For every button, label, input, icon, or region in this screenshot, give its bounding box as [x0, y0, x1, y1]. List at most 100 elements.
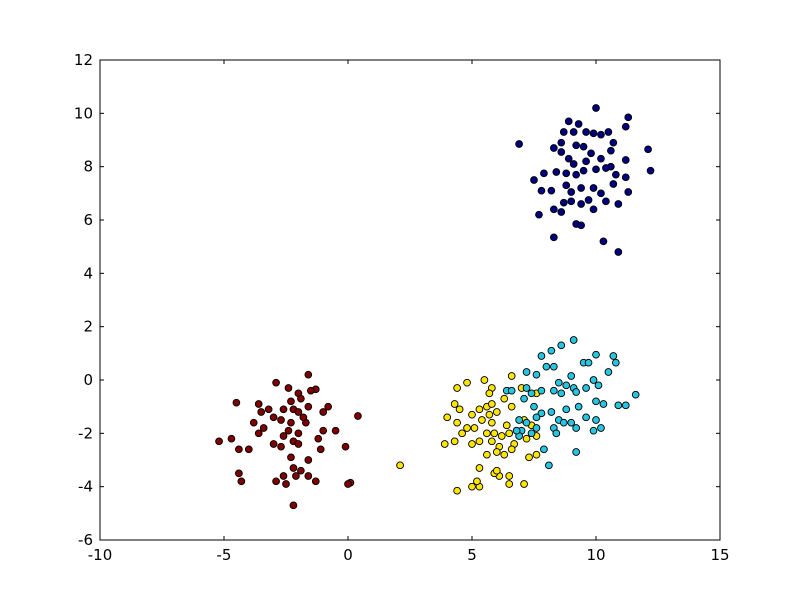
data-point: [572, 141, 581, 150]
data-point: [287, 453, 295, 462]
data-point: [264, 405, 273, 414]
data-point: [559, 198, 568, 207]
data-point: [272, 378, 280, 387]
data-point: [537, 386, 546, 395]
data-point: [525, 453, 533, 462]
data-point: [611, 170, 620, 179]
y-tick-label: -2: [78, 424, 93, 442]
data-point: [609, 180, 618, 188]
data-point: [592, 397, 600, 406]
data-point: [297, 394, 305, 403]
data-point: [562, 405, 571, 414]
data-point: [289, 501, 298, 510]
data-point: [237, 477, 246, 486]
data-point: [607, 146, 615, 155]
data-point: [458, 429, 466, 438]
data-point: [272, 477, 280, 486]
data-point: [515, 416, 523, 424]
data-point: [507, 402, 516, 411]
y-tick-label: -4: [78, 478, 93, 496]
data-point: [316, 445, 325, 454]
data-point: [443, 413, 452, 422]
data-point: [557, 148, 566, 156]
data-point: [614, 401, 623, 410]
data-point: [475, 464, 484, 472]
data-point: [592, 350, 600, 359]
data-point: [549, 362, 558, 371]
data-point: [554, 378, 563, 387]
data-point: [520, 480, 528, 488]
data-point: [292, 472, 300, 480]
data-point: [547, 346, 556, 355]
data-point: [535, 210, 543, 219]
data-point: [537, 409, 546, 418]
data-point: [487, 400, 496, 408]
data-point: [282, 480, 290, 488]
data-point: [500, 450, 509, 459]
data-point: [527, 389, 536, 398]
x-tick-label: 0: [343, 546, 353, 564]
data-point: [599, 400, 608, 408]
data-point: [644, 145, 652, 154]
data-point: [331, 426, 340, 435]
data-point: [549, 144, 558, 152]
data-point: [542, 362, 551, 371]
data-point: [577, 200, 585, 208]
data-point: [621, 173, 630, 182]
data-point: [450, 400, 459, 408]
data-point: [569, 160, 578, 168]
data-point: [396, 461, 404, 470]
data-point: [537, 352, 546, 360]
data-point: [341, 442, 350, 451]
data-point: [589, 426, 598, 435]
data-point: [235, 445, 243, 454]
data-point: [522, 384, 531, 392]
data-point: [562, 169, 571, 178]
data-point: [537, 186, 546, 195]
data-point: [259, 424, 268, 432]
data-point: [468, 410, 476, 419]
data-point: [592, 104, 600, 112]
data-point: [507, 386, 516, 395]
data-point: [567, 372, 576, 380]
data-point: [287, 397, 295, 406]
ticks-layer: -10 -5 0 5 10 15 -6 -4 -2 0 2 4 6 8 10 12: [74, 51, 730, 564]
data-point: [487, 437, 496, 446]
y-tick-label: 4: [83, 264, 93, 282]
data-point: [507, 372, 516, 380]
x-tick-label: 15: [710, 546, 729, 564]
data-point: [597, 189, 605, 198]
data-point: [463, 378, 471, 387]
data-point: [522, 368, 531, 376]
data-point: [311, 477, 320, 486]
data-point: [557, 341, 566, 350]
data-point: [507, 445, 516, 454]
data-point: [589, 184, 598, 192]
plot-background: [100, 60, 720, 540]
data-point: [512, 426, 521, 435]
data-point: [522, 418, 531, 427]
data-point: [587, 149, 595, 158]
data-point: [492, 408, 501, 416]
data-point: [621, 122, 630, 131]
data-point: [287, 418, 295, 427]
data-point: [602, 164, 610, 172]
data-point: [492, 448, 501, 456]
data-point: [592, 165, 600, 174]
data-point: [463, 424, 471, 432]
data-point: [299, 413, 308, 422]
data-point: [497, 432, 506, 440]
data-point: [244, 445, 253, 454]
data-point: [487, 418, 496, 427]
data-point: [572, 170, 581, 179]
plot-frame: [99, 59, 721, 541]
data-point: [579, 166, 588, 175]
data-point: [584, 358, 593, 367]
data-point: [306, 386, 315, 395]
data-point: [594, 381, 603, 390]
data-point: [584, 196, 593, 204]
data-point: [440, 440, 449, 448]
data-point: [480, 376, 489, 384]
data-point: [344, 480, 352, 488]
data-point: [577, 221, 585, 230]
